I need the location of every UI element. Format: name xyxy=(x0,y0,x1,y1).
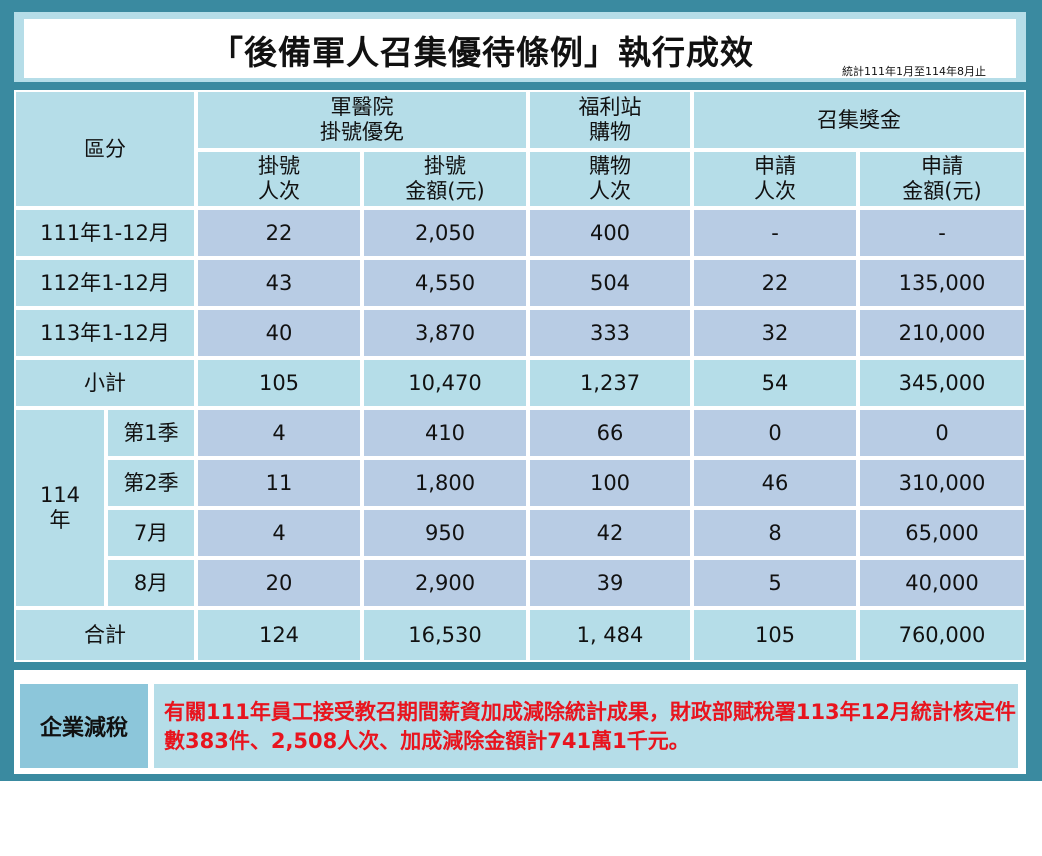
cell-reg-count: 40 xyxy=(198,310,360,356)
cell-reg-count: 4 xyxy=(198,410,360,456)
cell-reg-amount: 2,900 xyxy=(364,560,526,606)
row-label: 第1季 xyxy=(108,410,194,456)
total-apply-count: 105 xyxy=(694,610,856,660)
cell-reg-amount: 410 xyxy=(364,410,526,456)
total-shop-count: 1, 484 xyxy=(530,610,690,660)
cell-apply-count: 46 xyxy=(694,460,856,506)
cell-shop-count: 42 xyxy=(530,510,690,556)
header-group-store: 福利站 購物 xyxy=(530,92,690,148)
cell-apply-count: 8 xyxy=(694,510,856,556)
header-category: 區分 xyxy=(16,92,194,206)
subtotal-apply-amount: 345,000 xyxy=(860,360,1024,406)
header-reg-amount: 掛號 金額(元) xyxy=(364,152,526,206)
row-label: 7月 xyxy=(108,510,194,556)
cell-shop-count: 66 xyxy=(530,410,690,456)
cell-reg-count: 11 xyxy=(198,460,360,506)
page-subtitle: 統計111年1月至114年8月止 xyxy=(842,65,986,78)
total-reg-amount: 16,530 xyxy=(364,610,526,660)
cell-apply-count: 22 xyxy=(694,260,856,306)
subtotal-shop-count: 1,237 xyxy=(530,360,690,406)
cell-shop-count: 100 xyxy=(530,460,690,506)
cell-reg-count: 22 xyxy=(198,210,360,256)
subtotal-apply-count: 54 xyxy=(694,360,856,406)
tax-text-panel xyxy=(154,684,1018,768)
header-apply-amount: 申請 金額(元) xyxy=(860,152,1024,206)
cell-reg-count: 20 xyxy=(198,560,360,606)
cell-reg-amount: 3,870 xyxy=(364,310,526,356)
row-label: 第2季 xyxy=(108,460,194,506)
header-shop-count: 購物 人次 xyxy=(530,152,690,206)
cell-apply-amount: 310,000 xyxy=(860,460,1024,506)
row-label: 111年1-12月 xyxy=(16,210,194,256)
title-inner-panel xyxy=(24,19,1016,78)
cell-apply-amount: 0 xyxy=(860,410,1024,456)
subtotal-reg-amount: 10,470 xyxy=(364,360,526,406)
header-reg-count: 掛號 人次 xyxy=(198,152,360,206)
cell-apply-amount: 65,000 xyxy=(860,510,1024,556)
header-apply-count: 申請 人次 xyxy=(694,152,856,206)
cell-reg-amount: 4,550 xyxy=(364,260,526,306)
header-group-hospital: 軍醫院 掛號優免 xyxy=(198,92,526,148)
subtotal-reg-count: 105 xyxy=(198,360,360,406)
cell-apply-amount: 135,000 xyxy=(860,260,1024,306)
header-group-bonus: 召集獎金 xyxy=(694,92,1024,148)
cell-reg-amount: 1,800 xyxy=(364,460,526,506)
cell-reg-count: 4 xyxy=(198,510,360,556)
cell-apply-amount: 210,000 xyxy=(860,310,1024,356)
cell-apply-count: 5 xyxy=(694,560,856,606)
cell-shop-count: 333 xyxy=(530,310,690,356)
cell-reg-count: 43 xyxy=(198,260,360,306)
tax-description: 有關111年員工接受教召期間薪資加成減除統計成果，財政部賦稅署113年12月統計… xyxy=(164,700,1016,753)
row-label: 113年1-12月 xyxy=(16,310,194,356)
cell-reg-amount: 950 xyxy=(364,510,526,556)
cell-apply-count: 0 xyxy=(694,410,856,456)
year-114-label: 114 年 xyxy=(16,410,104,606)
tax-label: 企業減稅 xyxy=(20,684,148,768)
page-title: 「後備軍人召集優待條例」執行成效 xyxy=(210,33,754,72)
cell-apply-amount: 40,000 xyxy=(860,560,1024,606)
row-label: 8月 xyxy=(108,560,194,606)
cell-shop-count: 400 xyxy=(530,210,690,256)
cell-reg-amount: 2,050 xyxy=(364,210,526,256)
total-apply-amount: 760,000 xyxy=(860,610,1024,660)
total-reg-count: 124 xyxy=(198,610,360,660)
cell-apply-amount: - xyxy=(860,210,1024,256)
cell-apply-count: - xyxy=(694,210,856,256)
cell-shop-count: 39 xyxy=(530,560,690,606)
cell-apply-count: 32 xyxy=(694,310,856,356)
cell-shop-count: 504 xyxy=(530,260,690,306)
row-label: 112年1-12月 xyxy=(16,260,194,306)
subtotal-label: 小計 xyxy=(16,360,194,406)
total-label: 合計 xyxy=(16,610,194,660)
